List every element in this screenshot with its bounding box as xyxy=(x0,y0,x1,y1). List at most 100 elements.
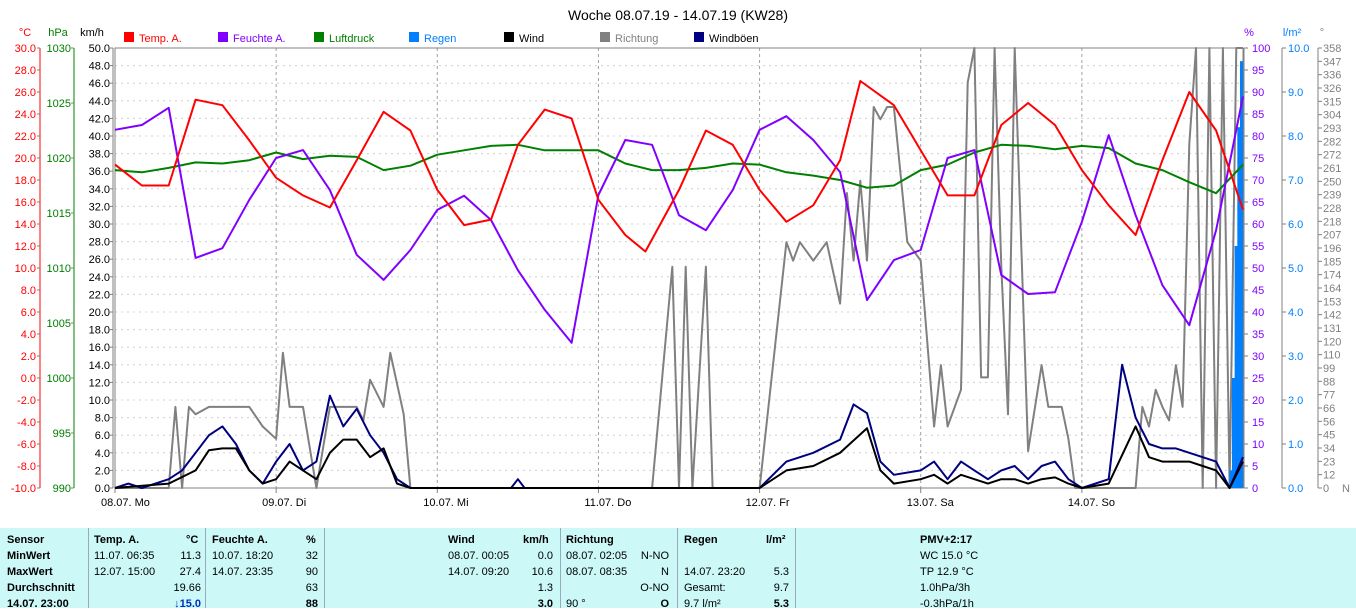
humidity-tick-label: 95 xyxy=(1252,65,1264,77)
humidity-tick-label: 65 xyxy=(1252,197,1264,209)
pressure-tick-label: 1000 xyxy=(47,373,71,385)
direction-tick-label: 315 xyxy=(1323,96,1341,108)
wind-tick-label: 26.0 xyxy=(89,254,110,266)
legend-label: Regen xyxy=(424,33,456,45)
pressure-tick-label: 990 xyxy=(53,483,71,495)
wind-tick-label: 32.0 xyxy=(89,201,110,213)
pressure-tick-label: 1010 xyxy=(47,263,71,275)
humidity-tick-label: 70 xyxy=(1252,175,1264,187)
humidity-tick-label: 60 xyxy=(1252,219,1264,231)
direction-north-label: N xyxy=(1342,483,1350,495)
temp-tick-label: 22.0 xyxy=(15,131,36,143)
wind-tick-label: 8.0 xyxy=(95,413,110,425)
direction-tick-label: 131 xyxy=(1323,323,1341,335)
rain-bar xyxy=(1229,470,1233,488)
humidity-value: 63 xyxy=(305,582,318,594)
direction-tick-label: 174 xyxy=(1323,270,1341,282)
temp-tick-label: -8.0 xyxy=(17,461,36,473)
rain-time: 14.07. 23:20 xyxy=(684,566,746,578)
wind-tick-label: 48.0 xyxy=(89,61,110,73)
temp-unit-label: °C xyxy=(19,27,31,39)
x-tick-label: 08.07. Mo xyxy=(101,497,150,509)
direction-tick-label: 218 xyxy=(1323,216,1341,228)
wind-value: 3.0 xyxy=(537,598,553,610)
header-rain-unit: l/m² xyxy=(766,534,786,546)
rain-value: 9.7 xyxy=(773,582,789,594)
direction-tick-label: 88 xyxy=(1323,376,1335,388)
wind-tick-label: 36.0 xyxy=(89,166,110,178)
temp-tick-label: 16.0 xyxy=(15,197,36,209)
wind-tick-label: 38.0 xyxy=(89,149,110,161)
divider xyxy=(88,528,89,608)
x-tick-label: 09.07. Di xyxy=(262,497,306,509)
wind-tick-label: 42.0 xyxy=(89,113,110,125)
humidity-tick-label: 90 xyxy=(1252,87,1264,99)
direction-unit-label: ° xyxy=(1320,27,1324,39)
rain-tick-label: 4.0 xyxy=(1288,307,1303,319)
direction-tick-label: 272 xyxy=(1323,150,1341,162)
direction-tick-label: 110 xyxy=(1323,350,1341,362)
humidity-time: 10.07. 18:20 xyxy=(212,550,274,562)
direction-tick-label: 293 xyxy=(1323,123,1341,135)
pressure-tick-label: 1005 xyxy=(47,318,71,330)
divider xyxy=(205,528,206,608)
divider xyxy=(795,528,796,608)
humidity-tick-label: 45 xyxy=(1252,285,1264,297)
rain-time: Gesamt: xyxy=(684,582,726,594)
temp-value: 19.66 xyxy=(173,582,201,594)
row-label: Durchschnitt xyxy=(7,582,75,594)
wind-tick-label: 6.0 xyxy=(95,430,110,442)
wind-tick-label: 28.0 xyxy=(89,237,110,249)
wind-tick-label: 22.0 xyxy=(89,289,110,301)
wind-tick-label: 46.0 xyxy=(89,78,110,90)
wind-value: 1.3 xyxy=(537,582,553,594)
temp-tick-label: 2.0 xyxy=(21,351,36,363)
header-wind: Wind xyxy=(448,534,475,546)
extra-info: 1.0hPa/3h xyxy=(920,582,971,594)
direction-time: 08.07. 02:05 xyxy=(566,550,628,562)
humidity-tick-label: 30 xyxy=(1252,351,1264,363)
temp-tick-label: 0.0 xyxy=(21,373,36,385)
header-pmv: PMV+2:17 xyxy=(920,534,973,546)
legend-swatch xyxy=(124,32,134,42)
direction-tick-label: 23 xyxy=(1323,456,1335,468)
series-luftdruck xyxy=(114,143,1244,195)
humidity-tick-label: 15 xyxy=(1252,417,1264,429)
pressure-tick-label: 1015 xyxy=(47,208,71,220)
chart-title: Woche 08.07.19 - 14.07.19 (KW28) xyxy=(568,7,788,23)
x-tick-label: 14.07. So xyxy=(1068,497,1115,509)
humidity-tick-label: 25 xyxy=(1252,373,1264,385)
pressure-tick-label: 1030 xyxy=(47,43,71,55)
pressure-tick-label: 995 xyxy=(53,428,71,440)
direction-tick-label: 336 xyxy=(1323,70,1341,82)
humidity-value: 90 xyxy=(305,566,318,578)
direction-tick-label: 185 xyxy=(1323,256,1341,268)
rain-tick-label: 5.0 xyxy=(1288,263,1303,275)
rain-tick-label: 1.0 xyxy=(1288,439,1303,451)
humidity-tick-label: 20 xyxy=(1252,395,1264,407)
weather-chart: Woche 08.07.19 - 14.07.19 (KW28) 08.07. M… xyxy=(11,7,1350,509)
direction-tick-label: 207 xyxy=(1323,230,1341,242)
legend-label: Wind xyxy=(519,33,544,45)
wind-tick-label: 18.0 xyxy=(89,325,110,337)
wind-tick-label: 14.0 xyxy=(89,360,110,372)
header-humidity: Feuchte A. xyxy=(212,534,268,546)
header-temp: Temp. A. xyxy=(94,534,140,546)
header-wind-unit: km/h xyxy=(523,534,549,546)
header-rain: Regen xyxy=(684,534,718,546)
temp-tick-label: 30.0 xyxy=(15,43,36,55)
direction-tick-label: 99 xyxy=(1323,363,1335,375)
header-direction: Richtung xyxy=(566,534,614,546)
temp-tick-label: 4.0 xyxy=(21,329,36,341)
series-feuchte-a xyxy=(114,96,1244,344)
wind-tick-label: 2.0 xyxy=(95,465,110,477)
direction-tick-label: 153 xyxy=(1323,296,1341,308)
legend-swatch xyxy=(218,32,228,42)
rain-tick-label: 10.0 xyxy=(1288,43,1309,55)
humidity-tick-label: 80 xyxy=(1252,131,1264,143)
header-humidity-unit: % xyxy=(306,534,316,546)
wind-tick-label: 20.0 xyxy=(89,307,110,319)
direction-tick-label: 34 xyxy=(1323,443,1335,455)
humidity-tick-label: 10 xyxy=(1252,439,1264,451)
legend-swatch xyxy=(694,32,704,42)
